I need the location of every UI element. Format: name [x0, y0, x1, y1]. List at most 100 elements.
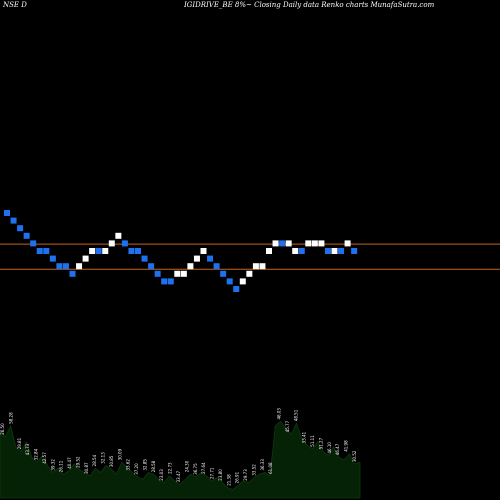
- renko-brick-up: [115, 232, 122, 239]
- renko-brick-down: [95, 248, 102, 254]
- renko-brick-up: [344, 240, 351, 247]
- renko-brick-down: [213, 263, 220, 270]
- renko-brick-up: [102, 248, 109, 254]
- volume-label: 30.87: [84, 462, 89, 474]
- renko-brick-down: [49, 255, 56, 262]
- renko-brick-down: [338, 248, 345, 254]
- renko-brick-up: [76, 263, 83, 270]
- renko-brick-up: [187, 263, 194, 270]
- volume-label: 23.80: [218, 469, 223, 481]
- renko-brick-down: [220, 270, 227, 277]
- renko-brick-down: [141, 255, 148, 262]
- volume-area: [0, 420, 361, 499]
- renko-brick-down: [167, 278, 174, 285]
- renko-brick-up: [82, 255, 89, 262]
- renko-brick-down: [56, 263, 63, 270]
- renko-brick-up: [239, 278, 246, 285]
- volume-label: 43.73: [25, 443, 30, 455]
- volume-label: 58.28: [8, 412, 13, 424]
- volume-label: 30.85: [109, 455, 114, 467]
- volume-label: 48.51: [293, 409, 298, 421]
- volume-label: 45.77: [285, 420, 290, 432]
- volume-label: 37.20: [134, 463, 139, 475]
- volume-label: 28.54: [92, 454, 97, 466]
- renko-brick-down: [298, 248, 305, 254]
- renko-bricks: [4, 210, 358, 292]
- renko-brick-down: [135, 248, 141, 254]
- renko-brick-up: [108, 240, 115, 247]
- volume-label: 21.38: [226, 474, 231, 486]
- volume-label: 46.10: [327, 442, 332, 454]
- volume-label: 33.52: [251, 464, 256, 476]
- renko-brick-down: [324, 248, 331, 254]
- chart-title-left: NSE D: [3, 1, 27, 9]
- renko-brick-down: [10, 217, 17, 224]
- renko-brick-down: [43, 248, 50, 254]
- volume-label: 29.52: [75, 456, 80, 468]
- level-lines: [0, 243, 500, 270]
- chart-title-right: IGIDRIVE_BE 8%~ Closing Daily data Renko…: [184, 1, 435, 9]
- volume-label: 26.91: [235, 471, 240, 483]
- volume-label: 28.58: [151, 460, 156, 472]
- volume-label: 36.33: [260, 459, 265, 471]
- renko-brick-down: [154, 270, 161, 277]
- volume-label: 29.81: [17, 437, 22, 449]
- renko-brick-down: [17, 225, 24, 232]
- volume-label: 32.85: [143, 459, 148, 471]
- renko-brick-up: [318, 240, 325, 247]
- renko-brick-up: [285, 240, 292, 247]
- renko-brick-up: [246, 270, 253, 277]
- renko-brick-up: [193, 255, 200, 262]
- renko-brick-down: [233, 286, 240, 292]
- renko-brick-up: [252, 263, 259, 270]
- renko-brick-down: [128, 248, 135, 254]
- renko-brick-down: [279, 240, 286, 247]
- renko-brick-down: [36, 248, 43, 254]
- renko-brick-up: [272, 240, 279, 247]
- volume-label: 61.08: [268, 462, 273, 474]
- volume-label: 40.47: [67, 457, 72, 469]
- volume-label: 51.11: [310, 435, 315, 447]
- renko-brick-up: [311, 240, 318, 247]
- volume-label: 23.03: [159, 469, 164, 481]
- renko-brick-up: [89, 248, 96, 254]
- volume-label: 39.32: [50, 459, 55, 471]
- volume-label: 33.41: [302, 431, 307, 443]
- renko-brick-up: [180, 270, 187, 277]
- volume-label: 51.27: [319, 437, 324, 449]
- volume-label: 42.57: [42, 452, 47, 464]
- renko-brick-down: [69, 270, 76, 277]
- volume-label: 30.52: [352, 450, 357, 462]
- volume-label: 26.11: [59, 460, 64, 472]
- volume-label: 32.84: [34, 448, 39, 460]
- volume-label: 46.03: [277, 408, 282, 420]
- renko-brick-up: [331, 248, 338, 254]
- renko-brick-down: [121, 240, 128, 247]
- renko-brick-up: [259, 263, 266, 270]
- renko-brick-up: [292, 248, 299, 254]
- renko-brick-down: [148, 263, 155, 270]
- volume-label: 30.09: [117, 448, 122, 460]
- renko-brick-up: [174, 270, 181, 277]
- volume-label: 27.64: [201, 462, 206, 474]
- renko-brick-up: [200, 248, 207, 254]
- renko-brick-down: [226, 278, 233, 285]
- renko-brick-down: [30, 240, 37, 247]
- volume-label: 33.47: [176, 470, 181, 482]
- volume-label: 33.62: [126, 459, 131, 471]
- volume-label: 36.75: [193, 463, 198, 475]
- renko-brick-down: [161, 278, 168, 285]
- volume-label: 27.71: [210, 467, 215, 479]
- renko-brick-down: [4, 210, 10, 216]
- volume-label: 24.30: [184, 460, 189, 472]
- renko-brick-down: [207, 255, 214, 262]
- volume-label: 26.50: [0, 423, 5, 435]
- renko-brick-down: [23, 232, 30, 239]
- renko-brick-down: [351, 248, 358, 254]
- volume-label: 22.73: [168, 462, 173, 474]
- renko-brick-up: [266, 248, 272, 254]
- renko-brick-down: [62, 263, 69, 270]
- volume-label: 41.98: [344, 440, 349, 452]
